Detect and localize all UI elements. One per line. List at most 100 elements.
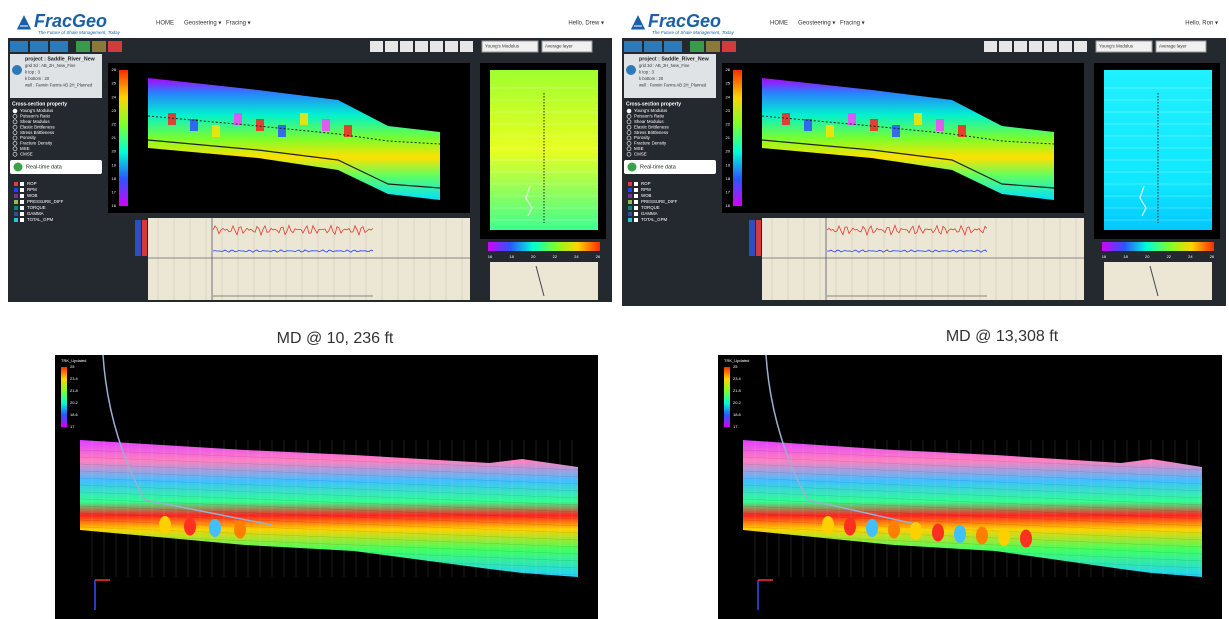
user-menu[interactable]: Hello, Ron ▾ <box>1185 21 1218 27</box>
nav-item[interactable]: Fracing ▾ <box>840 21 865 27</box>
mesh-line <box>79 512 579 534</box>
radio[interactable] <box>626 151 632 157</box>
tool-button[interactable] <box>1029 41 1042 52</box>
tool-button[interactable] <box>1014 41 1027 52</box>
tool-button[interactable] <box>415 41 428 52</box>
colorbar-tick: 16 <box>726 203 731 208</box>
checkbox[interactable] <box>634 200 638 204</box>
hbar-tick: 16 <box>488 254 493 259</box>
curve-blue <box>826 249 988 253</box>
nav-item[interactable]: Geosteering ▾ <box>798 21 835 27</box>
radio[interactable] <box>12 130 18 135</box>
radio[interactable] <box>626 124 632 130</box>
realtime-button[interactable] <box>624 160 716 174</box>
toolbar-button[interactable] <box>644 41 662 52</box>
playback-button[interactable] <box>722 41 736 52</box>
channel-label: TORQUE <box>27 205 46 210</box>
hbar-tick: 20 <box>531 254 536 259</box>
radio[interactable] <box>12 141 18 146</box>
select-box[interactable] <box>1095 40 1153 53</box>
select-box[interactable] <box>541 40 593 53</box>
checkbox[interactable] <box>20 206 24 210</box>
radio[interactable] <box>626 135 632 141</box>
select-box[interactable] <box>1155 40 1207 53</box>
checkbox[interactable] <box>20 200 24 204</box>
toolbar-button[interactable] <box>30 41 48 52</box>
radio[interactable] <box>626 114 632 119</box>
nav-item[interactable]: Geosteering ▾ <box>184 21 221 27</box>
radio[interactable] <box>12 114 18 119</box>
checkbox[interactable] <box>20 182 24 186</box>
toolbar-button[interactable] <box>10 41 28 52</box>
toolbar-button[interactable] <box>664 41 682 52</box>
nav-item[interactable]: HOME <box>156 21 174 27</box>
playback-button[interactable] <box>706 41 720 52</box>
checkbox[interactable] <box>20 218 24 222</box>
checkbox[interactable] <box>20 194 24 198</box>
tool-button[interactable] <box>1074 41 1087 52</box>
radio[interactable] <box>626 119 632 125</box>
tool-button[interactable] <box>1059 41 1072 52</box>
channel-color <box>628 194 632 198</box>
tool-button[interactable] <box>445 41 458 52</box>
tool-button[interactable] <box>370 41 383 52</box>
radio[interactable] <box>626 108 632 114</box>
horizon <box>761 139 1055 189</box>
checkbox[interactable] <box>634 206 638 210</box>
tool-button[interactable] <box>430 41 443 52</box>
tool-button[interactable] <box>999 41 1012 52</box>
checkbox[interactable] <box>634 188 638 192</box>
radio-label: Stress Brittleness <box>20 130 55 135</box>
toolbar-button[interactable] <box>50 41 68 52</box>
tool-button[interactable] <box>984 41 997 52</box>
radio[interactable] <box>12 119 18 125</box>
checkbox[interactable] <box>634 182 638 186</box>
mesh-line <box>79 498 579 520</box>
radio[interactable] <box>626 146 632 152</box>
channel-label: RPM <box>641 187 651 192</box>
mesh-line <box>79 547 579 569</box>
channel-color <box>628 188 632 192</box>
toolbar-button[interactable] <box>624 41 642 52</box>
radio[interactable] <box>12 146 18 152</box>
select-value: Young's Modulus <box>1099 44 1134 49</box>
radio[interactable] <box>626 141 632 146</box>
radio[interactable] <box>12 108 18 114</box>
playback-button[interactable] <box>76 41 90 52</box>
checkbox[interactable] <box>634 212 638 216</box>
mesh-line <box>79 484 579 506</box>
checkbox[interactable] <box>20 188 24 192</box>
tagline: The Future of Shale Management, Today <box>38 30 121 35</box>
checkbox[interactable] <box>634 218 638 222</box>
tool-button[interactable] <box>385 41 398 52</box>
checkbox[interactable] <box>634 194 638 198</box>
colorbar-tick: 18 <box>726 176 731 181</box>
colorbar-tick: 26 <box>726 67 731 72</box>
tool-button[interactable] <box>460 41 473 52</box>
nav-item[interactable]: HOME <box>770 21 788 27</box>
project-line: grid 3d : AB_2H_New_Fine <box>639 63 690 68</box>
nav-item[interactable]: Fracing ▾ <box>226 21 251 27</box>
playback-button[interactable] <box>92 41 106 52</box>
checkbox[interactable] <box>20 212 24 216</box>
project-title: project : Saddle_River_New <box>639 56 710 62</box>
radio[interactable] <box>12 135 18 141</box>
tool-button[interactable] <box>1044 41 1057 52</box>
playback-button[interactable] <box>690 41 704 52</box>
radio[interactable] <box>12 151 18 157</box>
radio[interactable] <box>12 124 18 130</box>
legend-colorbar <box>724 367 730 427</box>
section-title: Cross-section property <box>626 101 681 107</box>
playback-button[interactable] <box>108 41 122 52</box>
channel-label: TORQUE <box>641 205 660 210</box>
treatment-stage <box>910 522 922 540</box>
select-box[interactable] <box>481 40 539 53</box>
tool-button[interactable] <box>400 41 413 52</box>
realtime-button[interactable] <box>10 160 102 174</box>
channel-color <box>14 194 18 198</box>
colorbar-tick: 24 <box>726 94 731 99</box>
user-menu[interactable]: Hello, Drew ▾ <box>568 21 604 27</box>
channel-color <box>14 200 18 204</box>
radio[interactable] <box>626 130 632 135</box>
channel-color <box>14 188 18 192</box>
